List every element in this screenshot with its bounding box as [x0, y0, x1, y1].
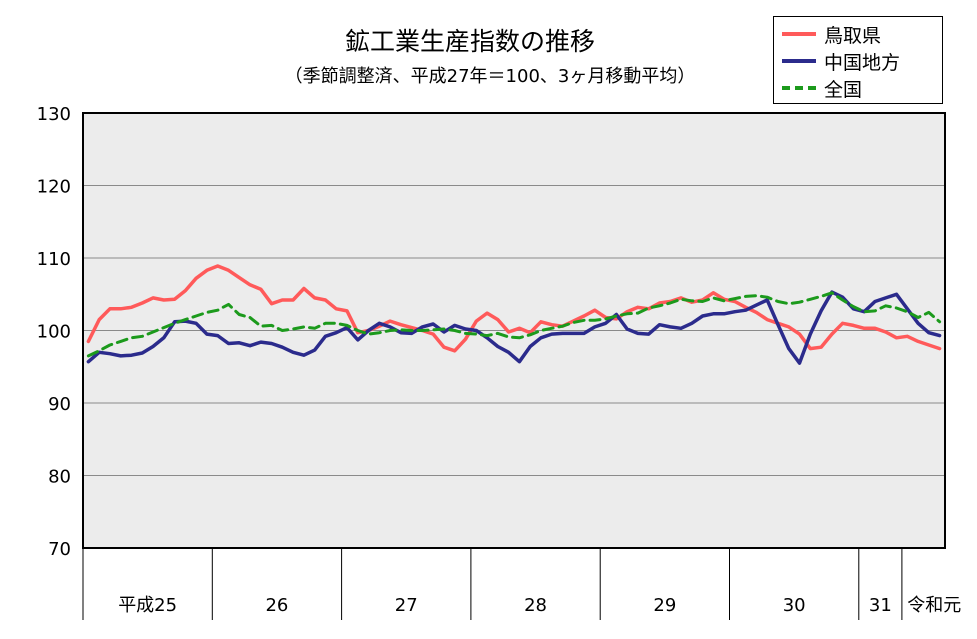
- legend-swatch-tottori: [782, 32, 816, 36]
- chart-title: 鉱工業生産指数の推移: [344, 27, 595, 56]
- series-line-0: [86, 264, 942, 353]
- legend-item-national: 全国: [782, 75, 862, 101]
- legend-swatch-chugoku: [782, 59, 816, 63]
- legend-swatch-national: [782, 86, 816, 90]
- legend-label-chugoku: 中国地方: [824, 51, 901, 74]
- legend-item-tottori: 鳥取県: [782, 21, 881, 47]
- y-tick-label-80: 80: [48, 467, 71, 488]
- legend-item-chugoku: 中国地方: [782, 48, 900, 74]
- y-tick-label-90: 90: [48, 394, 71, 415]
- x-group-label-1: 26: [265, 595, 288, 616]
- x-group-label-4: 29: [653, 595, 676, 616]
- legend-label-tottori: 鳥取県: [824, 24, 882, 47]
- y-tick-label-100: 100: [37, 322, 71, 343]
- x-group-label-0: 平成25: [118, 595, 177, 616]
- y-tick-label-130: 130: [37, 104, 71, 125]
- plot-border: [82, 112, 946, 549]
- y-tick-label-120: 120: [37, 177, 71, 198]
- series-line-1: [86, 290, 942, 365]
- y-tick-label-70: 70: [48, 539, 71, 560]
- x-group-label-2: 27: [395, 595, 418, 616]
- chart-subtitle: （季節調整済、平成27年＝100、3ヶ月移動平均）: [284, 66, 696, 87]
- y-tick-label-110: 110: [37, 249, 71, 270]
- x-group-label-6: 31: [869, 595, 892, 616]
- series-line-2: [86, 291, 942, 358]
- x-group-label-3: 28: [524, 595, 547, 616]
- x-group-label-5: 30: [783, 595, 806, 616]
- x-group-label-7: 令和元: [907, 595, 961, 616]
- legend-label-national: 全国: [824, 78, 863, 101]
- legend: 鳥取県 中国地方 全国: [773, 16, 943, 104]
